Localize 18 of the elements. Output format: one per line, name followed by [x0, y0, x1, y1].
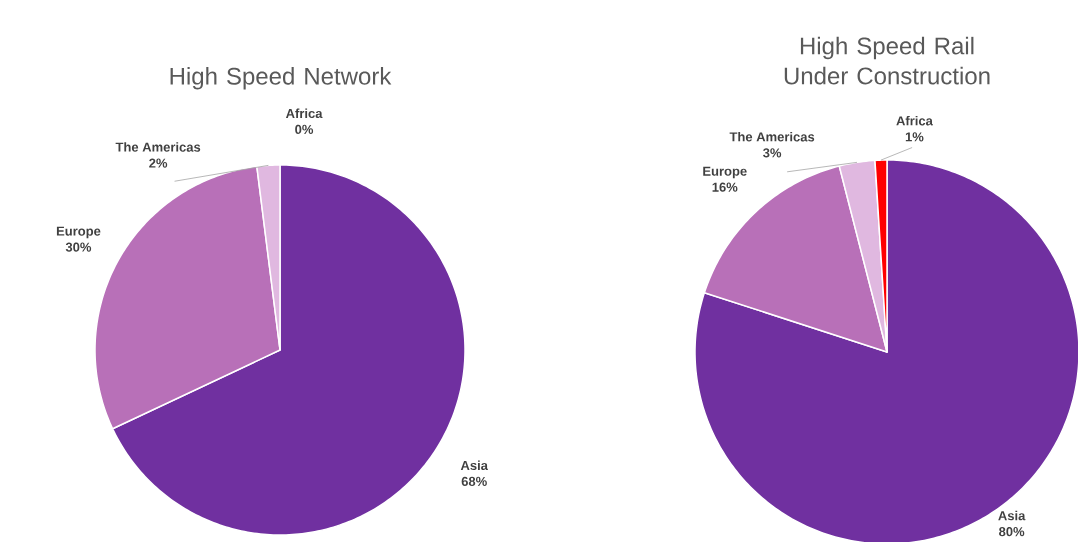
- chart-title: High Speed Rail Under Construction: [784, 36, 990, 85]
- slice-label: The Americas: [729, 131, 815, 142]
- text: 0%: [295, 124, 314, 135]
- data-label: 16%: [712, 182, 738, 192]
- data-label: 68%: [461, 476, 487, 487]
- slice-label: Europe: [56, 226, 101, 239]
- slice-label: Asia: [998, 510, 1026, 521]
- data-label: 2%: [149, 158, 168, 168]
- slice-label: The Americas: [115, 142, 201, 152]
- data-label: 30%: [65, 242, 92, 252]
- slice-label: Asia: [460, 460, 489, 471]
- chart-title: High Speed Network: [170, 67, 392, 90]
- slice-label: Africa: [896, 115, 933, 126]
- data-label: 1%: [905, 132, 924, 142]
- data-label: 80%: [999, 527, 1025, 537]
- category-label: Africa: [285, 108, 323, 119]
- slice-label: Europe: [703, 166, 747, 179]
- data-label: 3%: [763, 148, 782, 158]
